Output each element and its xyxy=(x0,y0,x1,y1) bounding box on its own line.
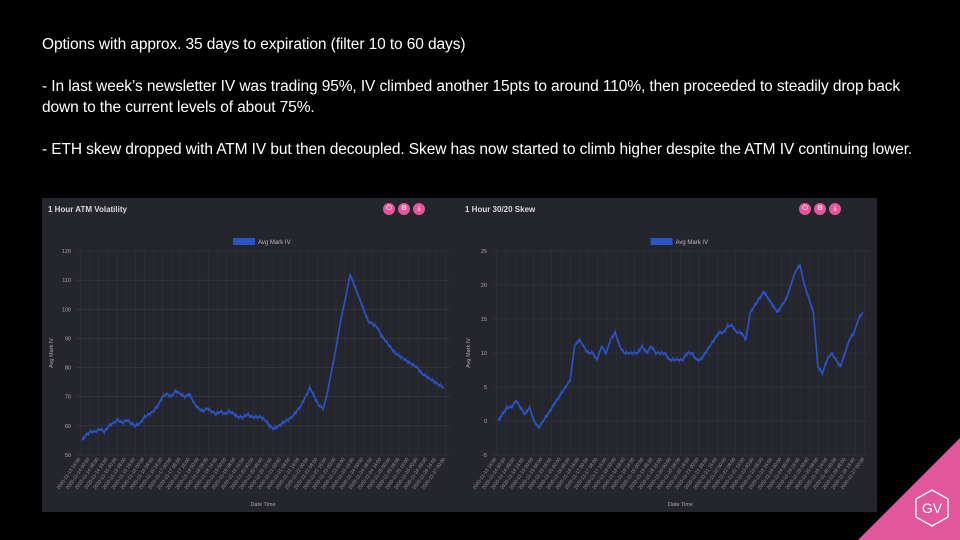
y-tick-label: 110 xyxy=(62,278,71,284)
x-axis-label: Date Time xyxy=(250,502,275,508)
y-tick-label: 15 xyxy=(481,317,487,323)
y-tick-label: 50 xyxy=(65,453,71,459)
panel-toolbar: ⏻ ⚙ ⤓ xyxy=(383,203,425,215)
y-tick-label: 60 xyxy=(65,424,71,430)
panel-toolbar: ⏻ ⚙ ⤓ xyxy=(799,203,841,215)
logo-text: GV xyxy=(922,500,943,516)
y-tick-label: 120 xyxy=(62,249,71,255)
settings-icon[interactable]: ⚙ xyxy=(814,203,826,215)
logo-triangle xyxy=(858,438,960,540)
bullet-iv: - In last week’s newsletter IV was tradi… xyxy=(42,78,901,116)
slide-text: Options with approx. 35 days to expirati… xyxy=(42,34,922,160)
series-line-detail xyxy=(497,264,863,430)
series-line-detail xyxy=(81,276,443,441)
atm-volatility-title: 1 Hour ATM Volatility xyxy=(48,205,127,214)
x-axis-label: Date Time xyxy=(668,502,693,508)
legend-label: Avg Mark IV xyxy=(676,240,709,246)
legend-swatch xyxy=(650,238,673,245)
y-tick-label: -5 xyxy=(482,453,487,459)
y-tick-label: 100 xyxy=(62,307,71,313)
y-tick-label: 80 xyxy=(65,366,71,372)
y-axis-label: Avg Mark IV xyxy=(49,338,55,368)
power-icon[interactable]: ⏻ xyxy=(383,203,395,215)
intro-line: Options with approx. 35 days to expirati… xyxy=(42,36,466,53)
gv-logo: GV xyxy=(858,438,960,540)
power-icon[interactable]: ⏻ xyxy=(799,203,811,215)
download-icon[interactable]: ⤓ xyxy=(413,203,425,215)
atm-volatility-panel: 1 Hour ATM Volatility ⏻ ⚙ ⤓ 50 60 70 80 90 10… xyxy=(42,198,459,512)
bullet-skew: - ETH skew dropped with ATM IV but then … xyxy=(42,141,913,158)
download-icon[interactable]: ⤓ xyxy=(829,203,841,215)
y-tick-label: 90 xyxy=(65,336,71,342)
legend-label: Avg Mark IV xyxy=(258,240,291,246)
y-tick-label: 0 xyxy=(484,419,487,425)
skew-title: 1 Hour 30/20 Skew xyxy=(465,205,536,214)
y-tick-label: 70 xyxy=(65,395,71,401)
legend-swatch xyxy=(233,238,255,245)
y-tick-label: 10 xyxy=(481,351,487,357)
y-tick-label: 20 xyxy=(481,283,487,289)
settings-icon[interactable]: ⚙ xyxy=(398,203,410,215)
skew-panel: 1 Hour 30/20 Skew ⏻ ⚙ ⤓ -5 0 5 10 15 20 25 2020… xyxy=(459,198,877,512)
y-tick-label: 5 xyxy=(484,385,487,391)
y-tick-label: 25 xyxy=(481,249,487,255)
logo-hexagon xyxy=(915,489,949,527)
y-axis-label: Avg Mark IV xyxy=(466,338,472,368)
